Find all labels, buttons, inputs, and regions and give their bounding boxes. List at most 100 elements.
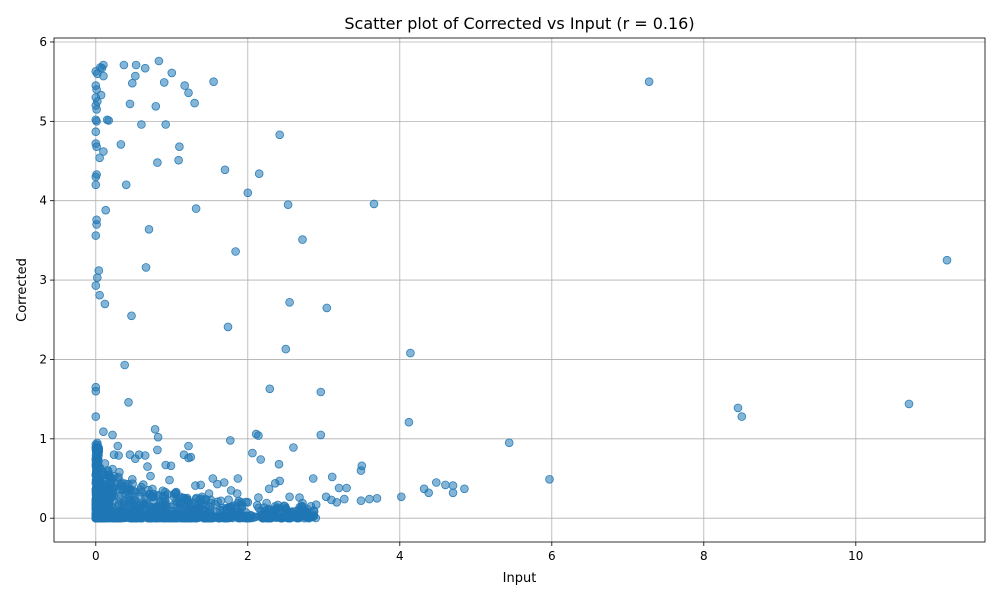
data-point (115, 513, 125, 523)
data-point (298, 235, 307, 244)
data-point (322, 303, 332, 313)
data-point (92, 117, 101, 126)
data-point (254, 169, 264, 179)
data-point (316, 430, 326, 440)
data-point (184, 441, 193, 451)
data-point (99, 147, 108, 156)
x-axis-ticks: 0 2 4 6 8 10 (92, 542, 863, 563)
data-point (124, 397, 133, 407)
data-point (192, 504, 201, 513)
data-point (904, 399, 914, 409)
data-point (108, 513, 117, 522)
y-tick-label: 6 (39, 35, 47, 49)
y-axis-ticks: 0 1 2 3 4 5 6 (39, 35, 54, 525)
data-point (91, 281, 101, 290)
data-point (242, 511, 251, 521)
data-point (99, 427, 108, 437)
data-point (143, 462, 152, 471)
y-tick-label: 2 (39, 352, 47, 366)
data-point (116, 140, 126, 149)
data-point (176, 492, 186, 502)
data-point (91, 386, 101, 396)
data-point (223, 322, 233, 332)
data-point (356, 466, 366, 475)
data-point (267, 511, 276, 521)
data-point (448, 481, 458, 490)
data-point (125, 99, 135, 109)
data-point (200, 495, 210, 505)
data-point (94, 266, 104, 275)
data-point (131, 60, 141, 70)
data-point (107, 489, 116, 499)
data-point (92, 142, 101, 152)
data-point (256, 455, 266, 464)
data-point (129, 486, 138, 495)
data-point (369, 199, 379, 209)
data-point (196, 480, 206, 490)
data-point (100, 299, 110, 309)
data-point (95, 153, 104, 163)
data-point (264, 484, 274, 494)
data-point (289, 443, 298, 452)
data-point (127, 311, 136, 321)
data-point (406, 348, 415, 358)
data-point (184, 88, 193, 98)
data-point (226, 486, 236, 495)
data-point (149, 489, 158, 499)
data-point (339, 494, 349, 504)
y-tick-label: 1 (39, 432, 47, 446)
data-point (448, 488, 458, 498)
data-point (226, 436, 235, 445)
data-point (213, 497, 223, 507)
data-point (101, 205, 110, 215)
data-point (254, 431, 263, 440)
data-point (119, 485, 128, 494)
data-point (175, 142, 184, 152)
data-point (145, 511, 155, 521)
data-point (117, 478, 127, 487)
x-tick-label: 6 (548, 549, 556, 563)
data-point (332, 497, 342, 507)
data-point (271, 504, 281, 514)
data-point (92, 220, 101, 229)
data-point (233, 474, 243, 483)
data-point (177, 504, 187, 514)
data-point (92, 459, 101, 469)
data-point (119, 498, 129, 508)
data-point (97, 511, 107, 521)
data-point (248, 448, 257, 458)
data-point (160, 487, 170, 497)
data-points (91, 56, 952, 523)
data-point (159, 78, 169, 87)
chart-title: Scatter plot of Corrected vs Input (r = … (344, 14, 694, 33)
data-point (131, 454, 140, 464)
data-point (365, 494, 374, 504)
x-tick-label: 8 (700, 549, 708, 563)
data-point (279, 501, 289, 511)
data-point (177, 513, 187, 523)
x-tick-label: 4 (396, 549, 404, 563)
data-point (99, 60, 108, 70)
data-point (151, 102, 161, 111)
data-point (208, 474, 218, 483)
data-point (93, 273, 102, 283)
data-point (108, 430, 117, 440)
data-point (327, 472, 337, 482)
data-point (94, 451, 103, 460)
data-point (174, 155, 183, 165)
data-point (285, 492, 294, 502)
data-point (160, 501, 170, 510)
data-point (95, 290, 104, 300)
y-tick-label: 3 (39, 273, 47, 287)
data-point (396, 492, 406, 502)
data-point (151, 506, 161, 516)
data-point (167, 68, 177, 78)
y-tick-label: 5 (39, 114, 47, 128)
data-point (424, 488, 434, 498)
data-point (144, 225, 154, 234)
data-point (287, 511, 297, 521)
data-point (92, 105, 101, 114)
x-tick-label: 2 (244, 549, 252, 563)
data-point (105, 473, 114, 482)
